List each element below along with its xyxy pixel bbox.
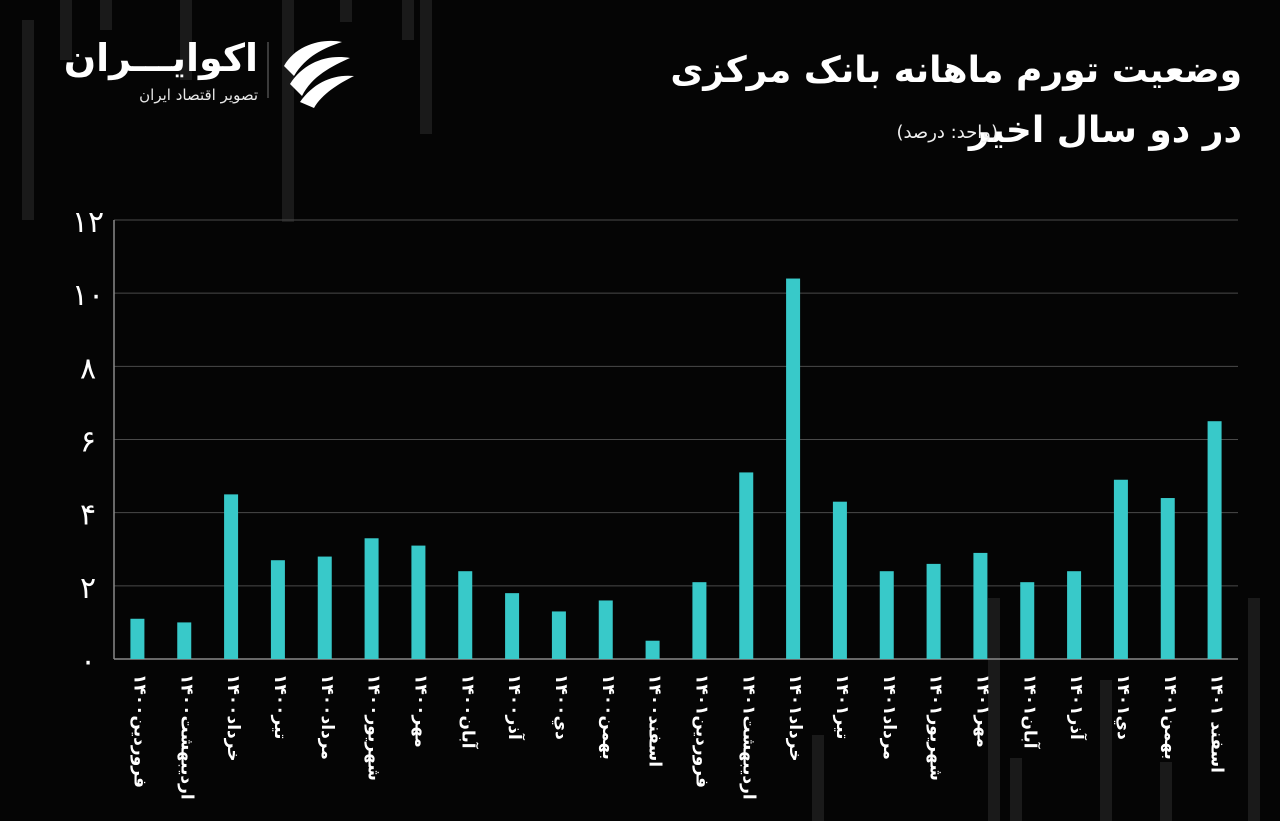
bar bbox=[1067, 571, 1082, 659]
chart-title: وضعیت تورم ماهانه بانک مرکزی bbox=[670, 50, 1242, 91]
bar bbox=[1020, 582, 1035, 659]
y-tick-label: ۱۲ bbox=[72, 205, 104, 240]
y-tick-label: ۲ bbox=[80, 571, 96, 606]
x-tick-label: مرداد۱۴۰۱ bbox=[879, 674, 899, 760]
x-tick-label: خرداد۱۴۰۱ bbox=[785, 674, 805, 762]
y-tick-label: ۶ bbox=[80, 425, 96, 460]
bar bbox=[1207, 421, 1222, 659]
logo-swoosh-icon bbox=[284, 40, 354, 108]
bar bbox=[739, 472, 754, 659]
x-tick-label: بهمن۱۴۰۱ bbox=[1160, 674, 1180, 760]
x-tick-label: شهریور۱۴۰۱ bbox=[926, 674, 946, 781]
chart-subtitle: در دو سال اخیر bbox=[968, 110, 1242, 151]
x-tick-label: خرداد۱۴۰۰ bbox=[223, 674, 243, 762]
bar bbox=[1160, 498, 1175, 659]
bar bbox=[832, 501, 847, 659]
x-tick-label: اسفند ۱۴۰۱ bbox=[1207, 674, 1227, 773]
bar bbox=[786, 278, 801, 659]
x-tick-label: تیر۱۴۰۰ bbox=[270, 674, 290, 739]
x-tick-label: اردیبهشت۱۴۰۱ bbox=[738, 674, 758, 800]
bar bbox=[973, 552, 988, 659]
bar bbox=[926, 563, 941, 659]
x-tick-label: دي۱۴۰۱ bbox=[1113, 674, 1133, 740]
y-tick-label: ۰ bbox=[80, 644, 96, 679]
y-tick-label: ۱۰ bbox=[72, 278, 104, 313]
x-tick-label: مرداد۱۴۰۰ bbox=[317, 674, 337, 760]
bar bbox=[551, 611, 566, 659]
logo-divider bbox=[267, 42, 269, 98]
bar bbox=[177, 622, 192, 659]
bar bbox=[598, 600, 613, 659]
bar bbox=[505, 593, 520, 659]
bar bbox=[1113, 479, 1128, 659]
x-tick-label: تیر۱۴۰۱ bbox=[832, 674, 852, 739]
bar bbox=[317, 556, 332, 659]
unit-label: (واحد: درصد) bbox=[896, 122, 998, 143]
y-tick-label: ۴ bbox=[80, 498, 96, 533]
brand-tagline: تصویر اقتصاد ایران bbox=[139, 86, 258, 104]
x-tick-label: مهر۱۴۰۰ bbox=[410, 674, 430, 748]
x-tick-label: اسفند۱۴۰۰ bbox=[645, 674, 665, 767]
x-tick-label: مهر۱۴۰۱ bbox=[972, 674, 992, 748]
bar bbox=[130, 618, 145, 659]
x-tick-label: دي۱۴۰۰ bbox=[551, 674, 571, 740]
x-tick-label: فروردین۱۴۰۰ bbox=[129, 674, 149, 788]
bar bbox=[879, 571, 894, 659]
bar bbox=[645, 640, 660, 659]
x-tick-label: آذر۱۴۰۰ bbox=[504, 674, 526, 741]
y-tick-label: ۸ bbox=[80, 351, 96, 386]
x-tick-label: آبان۱۴۰۰ bbox=[457, 674, 479, 750]
x-tick-label: آبان۱۴۰۱ bbox=[1019, 674, 1041, 750]
brand-name: اکوایـــران bbox=[63, 36, 258, 80]
x-tick-label: اردیبهشت۱۴۰۰ bbox=[176, 674, 196, 800]
brand-logo: اکوایـــران تصویر اقتصاد ایران bbox=[50, 32, 354, 112]
x-tick-label: بهمن۱۴۰۰ bbox=[598, 674, 618, 760]
bar bbox=[270, 560, 285, 659]
x-tick-label: شهریور۱۴۰۰ bbox=[364, 674, 384, 781]
x-tick-label: آذر۱۴۰۱ bbox=[1066, 674, 1088, 741]
bar bbox=[224, 494, 239, 659]
x-tick-label: فروردین۱۴۰۱ bbox=[691, 674, 711, 788]
bar bbox=[692, 582, 707, 659]
bar bbox=[411, 545, 426, 659]
bar bbox=[458, 571, 473, 659]
bar bbox=[364, 538, 379, 659]
